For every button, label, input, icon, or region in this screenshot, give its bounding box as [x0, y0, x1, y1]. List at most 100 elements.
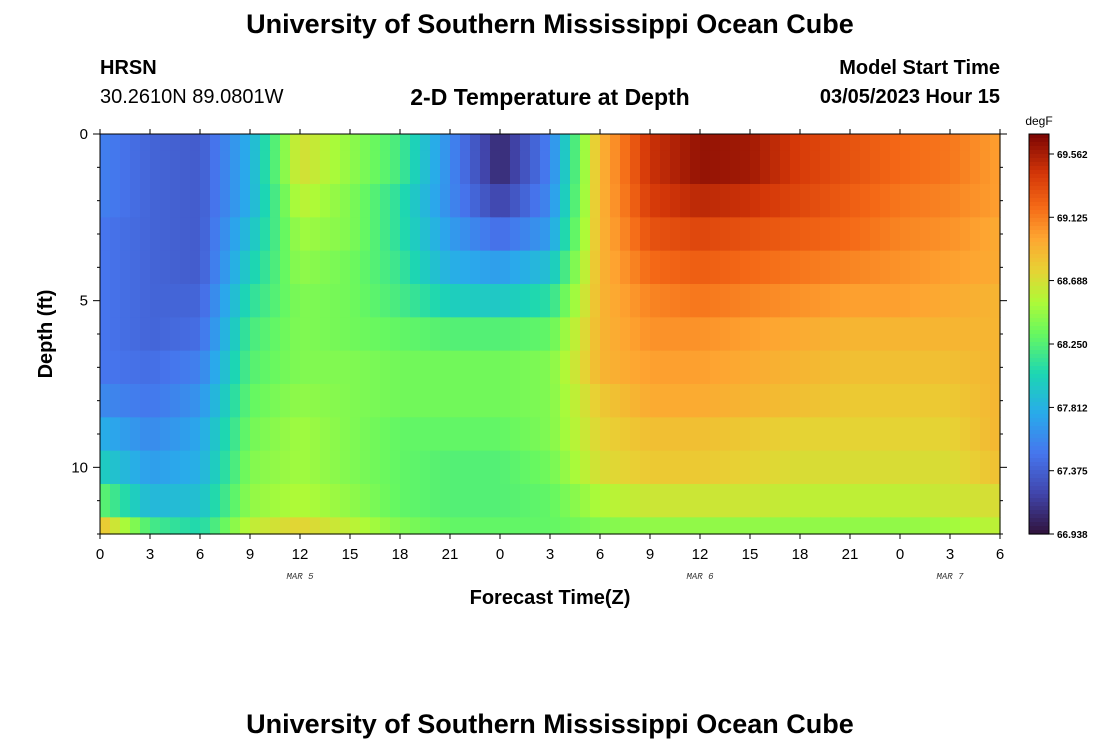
colorbar-step	[1029, 190, 1049, 195]
heatmap-cell	[330, 217, 341, 252]
heatmap-cell	[740, 384, 751, 418]
heatmap-cell	[670, 184, 681, 218]
heatmap-cell	[370, 284, 381, 318]
heatmap-cell	[990, 217, 1001, 252]
heatmap-cell	[660, 450, 671, 485]
heatmap-cell	[120, 250, 131, 285]
heatmap-cell	[330, 184, 341, 218]
heatmap-cell	[560, 350, 571, 385]
heatmap-cell	[960, 217, 971, 252]
heatmap-cell	[930, 134, 941, 152]
heatmap-cell	[650, 184, 661, 218]
heatmap-cell	[550, 150, 561, 185]
heatmap-cell	[160, 217, 171, 252]
heatmap-cell	[650, 450, 661, 485]
heatmap-cell	[420, 450, 431, 485]
x-tick-label: 6	[996, 546, 1004, 563]
heatmap-cell	[180, 184, 191, 218]
heatmap-cell	[750, 284, 761, 318]
heatmap-cell	[220, 350, 231, 385]
heatmap-cell	[990, 384, 1001, 418]
heatmap-cell	[150, 384, 161, 418]
heatmap-cell	[320, 484, 331, 518]
colorbar-step	[1029, 530, 1049, 535]
heatmap-cell	[230, 150, 241, 185]
heatmap-cell	[100, 184, 111, 218]
heatmap-cell	[230, 317, 241, 352]
heatmap-cell	[560, 450, 571, 485]
heatmap-cell	[710, 250, 721, 285]
heatmap-cell	[710, 284, 721, 318]
heatmap-cell	[150, 484, 161, 518]
heatmap-cell	[800, 450, 811, 485]
heatmap-cell	[510, 484, 521, 518]
colorbar-step	[1029, 466, 1049, 471]
heatmap-cell	[370, 217, 381, 252]
heatmap-cell	[330, 350, 341, 385]
heatmap-cell	[340, 484, 351, 518]
heatmap-cell	[430, 317, 441, 352]
heatmap-cell	[850, 450, 861, 485]
heatmap-cell	[430, 350, 441, 385]
heatmap-cell	[550, 250, 561, 285]
heatmap-cell	[120, 350, 131, 385]
heatmap-cell	[560, 250, 571, 285]
heatmap-cell	[420, 250, 431, 285]
heatmap-cell	[290, 184, 301, 218]
heatmap-cell	[960, 184, 971, 218]
heatmap-cell	[900, 134, 911, 152]
heatmap-cell	[800, 350, 811, 385]
heatmap-cell	[600, 250, 611, 285]
heatmap-cell	[910, 350, 921, 385]
heatmap-cell	[190, 350, 201, 385]
heatmap-cell	[390, 384, 401, 418]
heatmap-cell	[320, 517, 331, 535]
heatmap-cell	[360, 150, 371, 185]
heatmap-cell	[550, 317, 561, 352]
heatmap-cell	[340, 184, 351, 218]
heatmap-cell	[740, 417, 751, 452]
heatmap-cell	[360, 317, 371, 352]
heatmap-cell	[410, 184, 421, 218]
heatmap-cell	[720, 417, 731, 452]
heatmap-cell	[880, 150, 891, 185]
heatmap-cell	[710, 134, 721, 152]
heatmap-cell	[760, 134, 771, 152]
heatmap-cell	[880, 417, 891, 452]
heatmap-cell	[930, 384, 941, 418]
colorbar-step	[1029, 134, 1049, 139]
heatmap-cell	[660, 384, 671, 418]
heatmap-cell	[570, 384, 581, 418]
heatmap-cell	[310, 284, 321, 318]
heatmap-cell	[910, 250, 921, 285]
heatmap-cell	[850, 417, 861, 452]
heatmap-cell	[160, 134, 171, 152]
colorbar-step	[1029, 158, 1049, 163]
heatmap-cell	[700, 384, 711, 418]
heatmap-cell	[800, 134, 811, 152]
heatmap-cell	[280, 217, 291, 252]
heatmap-cell	[390, 317, 401, 352]
heatmap-cell	[490, 134, 501, 152]
heatmap-cell	[270, 217, 281, 252]
heatmap-cell	[700, 417, 711, 452]
heatmap-cell	[590, 317, 601, 352]
heatmap-cell	[210, 417, 221, 452]
heatmap-cell	[340, 417, 351, 452]
heatmap-cell	[100, 284, 111, 318]
heatmap-cell	[780, 417, 791, 452]
heatmap-cell	[700, 350, 711, 385]
heatmap-cell	[200, 134, 211, 152]
heatmap-cell	[820, 150, 831, 185]
heatmap-cell	[660, 517, 671, 535]
heatmap-cell	[260, 417, 271, 452]
heatmap-cells	[100, 134, 1001, 535]
heatmap-cell	[780, 150, 791, 185]
heatmap-cell	[820, 184, 831, 218]
heatmap-cell	[960, 150, 971, 185]
heatmap-cell	[880, 450, 891, 485]
heatmap-cell	[460, 250, 471, 285]
heatmap-cell	[860, 250, 871, 285]
heatmap-cell	[530, 350, 541, 385]
heatmap-cell	[550, 384, 561, 418]
